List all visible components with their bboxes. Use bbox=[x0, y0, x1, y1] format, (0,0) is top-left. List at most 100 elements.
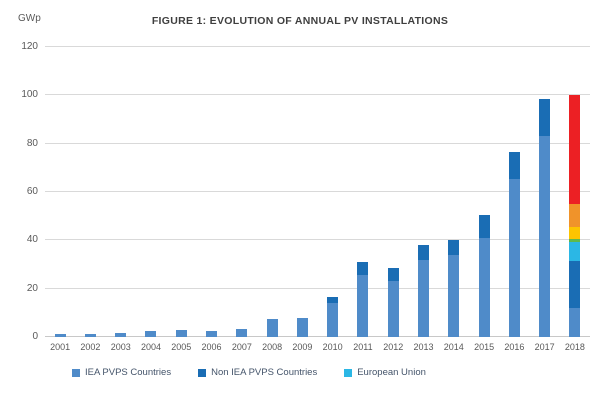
bar-segment-2011-non-iea-pvps-countries bbox=[357, 262, 369, 276]
bar-slot-2002 bbox=[75, 47, 105, 337]
bar-segment-2017-iea-pvps-countries bbox=[539, 136, 551, 337]
bar-segment-2018-unlabeled-yellow-segment bbox=[569, 227, 581, 240]
bar-segment-2006-iea-pvps-countries bbox=[206, 331, 218, 337]
y-tick-label-20: 20 bbox=[26, 282, 38, 294]
bar-segment-2015-non-iea-pvps-countries bbox=[478, 214, 490, 238]
bar-slot-2015 bbox=[469, 47, 499, 337]
bar-segment-2001-iea-pvps-countries bbox=[54, 334, 66, 337]
chart-title: FIGURE 1: EVOLUTION OF ANNUAL PV INSTALL… bbox=[151, 15, 449, 27]
gridline-120 bbox=[45, 46, 590, 47]
bar-segment-2012-iea-pvps-countries bbox=[387, 281, 399, 337]
y-tick-label-120: 120 bbox=[21, 41, 38, 52]
bar-segment-2012-non-iea-pvps-countries bbox=[387, 268, 399, 282]
bar-2009 bbox=[296, 317, 308, 337]
bar-2006 bbox=[206, 331, 218, 337]
plot-area bbox=[45, 46, 590, 337]
bar-2005 bbox=[175, 330, 187, 337]
bar-2004 bbox=[145, 330, 157, 337]
x-tick-label-2003: 2003 bbox=[110, 342, 131, 352]
y-tick-label-40: 40 bbox=[26, 234, 38, 246]
bar-segment-2018-unlabeled-green-segment bbox=[569, 239, 581, 242]
gridline-20 bbox=[45, 287, 590, 289]
x-tick-label-2014: 2014 bbox=[443, 342, 464, 352]
bar-series bbox=[45, 47, 590, 337]
bar-segment-2017-non-iea-pvps-countries bbox=[539, 98, 551, 137]
x-tick-label-2002: 2002 bbox=[80, 342, 101, 352]
bar-segment-2013-non-iea-pvps-countries bbox=[418, 245, 430, 260]
bar-segment-2009-iea-pvps-countries bbox=[296, 317, 308, 337]
legend: IEA PVPS Countries Non IEA PVPS Countries… bbox=[72, 367, 426, 378]
legend-label: European Union bbox=[357, 367, 426, 378]
x-tick-label-2006: 2006 bbox=[201, 342, 222, 352]
bar-segment-2016-non-iea-pvps-countries bbox=[508, 152, 520, 179]
bar-segment-2013-iea-pvps-countries bbox=[418, 259, 430, 337]
bar-segment-2010-non-iea-pvps-countries bbox=[327, 296, 339, 304]
bar-2008 bbox=[266, 318, 278, 337]
y-tick-label-60: 60 bbox=[26, 186, 38, 197]
bar-segment-2011-iea-pvps-countries bbox=[357, 275, 369, 337]
x-tick-label-2010: 2010 bbox=[322, 342, 343, 352]
bar-slot-2018 bbox=[560, 47, 590, 337]
bar-slot-2008 bbox=[257, 47, 287, 337]
bar-segment-2002-iea-pvps-countries bbox=[84, 334, 96, 337]
bar-segment-2014-non-iea-pvps-countries bbox=[448, 240, 460, 255]
x-tick-label-2007: 2007 bbox=[231, 342, 252, 352]
x-tick-label-2012: 2012 bbox=[383, 342, 404, 352]
bar-2011 bbox=[357, 262, 369, 337]
y-axis-unit-label: GWp bbox=[18, 13, 41, 24]
bar-2013 bbox=[418, 245, 430, 337]
bar-segment-2003-iea-pvps-countries bbox=[115, 332, 127, 337]
bar-segment-2018-iea-pvps-countries bbox=[569, 308, 581, 337]
bar-2017 bbox=[539, 98, 551, 337]
bar-slot-2016 bbox=[499, 47, 529, 337]
bar-2015 bbox=[478, 214, 490, 337]
bar-2018 bbox=[569, 95, 581, 337]
bar-segment-2010-iea-pvps-countries bbox=[327, 303, 339, 337]
x-tick-label-2013: 2013 bbox=[413, 342, 434, 352]
bar-2014 bbox=[448, 240, 460, 337]
bar-slot-2001 bbox=[45, 47, 75, 337]
x-tick-label-2004: 2004 bbox=[140, 342, 161, 352]
legend-item-european-union: European Union bbox=[344, 367, 426, 378]
bar-slot-2009 bbox=[287, 47, 317, 337]
bar-segment-2018-unlabeled-red-segment bbox=[569, 95, 581, 205]
bar-segment-2005-iea-pvps-countries bbox=[175, 330, 187, 337]
bar-2016 bbox=[508, 152, 520, 337]
bar-segment-2018-european-union bbox=[569, 241, 581, 261]
x-tick-label-2009: 2009 bbox=[292, 342, 313, 352]
legend-item-non-iea-pvps-countries: Non IEA PVPS Countries bbox=[198, 367, 317, 378]
bar-2001 bbox=[54, 334, 66, 337]
bar-segment-2008-iea-pvps-countries bbox=[266, 318, 278, 337]
x-tick-label-2018: 2018 bbox=[564, 342, 585, 352]
bar-slot-2005 bbox=[166, 47, 196, 337]
legend-swatch-icon bbox=[72, 368, 80, 377]
legend-label: Non IEA PVPS Countries bbox=[211, 367, 318, 378]
bar-2012 bbox=[387, 268, 399, 337]
x-tick-label-2017: 2017 bbox=[534, 342, 555, 352]
bar-segment-2018-non-iea-pvps-countries bbox=[569, 260, 581, 308]
bar-2007 bbox=[236, 328, 248, 337]
legend-swatch-icon bbox=[198, 368, 207, 377]
gridline-80 bbox=[45, 142, 590, 144]
bar-slot-2014 bbox=[439, 47, 469, 337]
bar-slot-2012 bbox=[378, 47, 408, 337]
bar-2010 bbox=[327, 296, 339, 337]
x-axis-tick-labels: 2001 2002 2003 2004 2005 2006 2007 2008 2009 2010… bbox=[45, 342, 590, 352]
bar-slot-2004 bbox=[136, 47, 166, 337]
bar-slot-2006 bbox=[196, 47, 226, 337]
y-tick-label-0: 0 bbox=[32, 331, 38, 342]
gridline-100 bbox=[45, 94, 590, 96]
bar-segment-2004-iea-pvps-countries bbox=[145, 330, 157, 337]
gridline-60 bbox=[45, 191, 590, 192]
bar-2002 bbox=[84, 334, 96, 337]
bar-segment-2018-unlabeled-orange-segment bbox=[569, 204, 581, 228]
bar-segment-2007-iea-pvps-countries bbox=[236, 328, 248, 337]
bar-2003 bbox=[115, 332, 127, 337]
x-tick-label-2001: 2001 bbox=[50, 342, 71, 352]
x-tick-label-2016: 2016 bbox=[504, 342, 525, 352]
bar-segment-2014-iea-pvps-countries bbox=[448, 254, 460, 337]
y-tick-label-80: 80 bbox=[26, 137, 38, 149]
legend-swatch-icon bbox=[344, 368, 353, 377]
x-tick-label-2015: 2015 bbox=[474, 342, 495, 352]
